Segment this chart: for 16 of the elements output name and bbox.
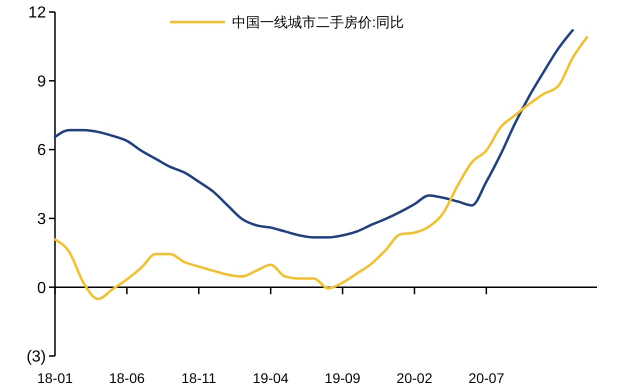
x-tick-label: 18-01: [37, 370, 74, 386]
y-tick-label: 9: [37, 73, 46, 90]
x-tick-label: 20-02: [396, 370, 433, 386]
line-series: [54, 29, 574, 239]
y-tick-label: 12: [28, 4, 46, 22]
x-tick-label: 19-09: [324, 370, 361, 386]
y-tick-label: 0: [37, 280, 46, 297]
y-tick-label: (3): [26, 348, 46, 366]
legend-label: 中国一线城市二手房价:同比: [232, 14, 404, 30]
y-tick-label: 3: [37, 211, 46, 228]
x-tick-label: 18-11: [181, 370, 216, 386]
x-tick-label: 18-06: [108, 370, 146, 386]
x-tick-label: 20-07: [468, 370, 504, 386]
x-tick-label: 19-04: [252, 370, 289, 386]
y-tick-label: 6: [37, 142, 46, 160]
line-series: [54, 36, 588, 300]
